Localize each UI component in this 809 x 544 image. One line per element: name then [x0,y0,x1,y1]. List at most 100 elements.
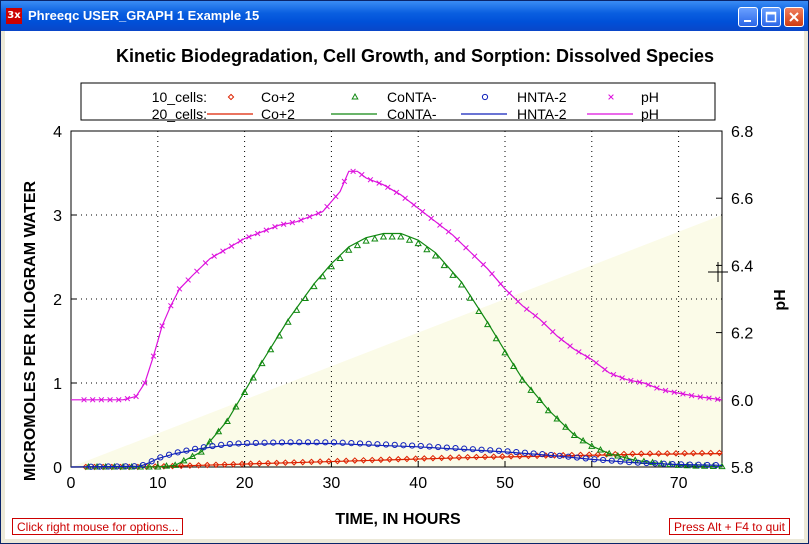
close-button[interactable] [784,7,804,27]
series-marker [336,254,344,261]
series-marker [591,456,598,463]
series-marker [306,213,313,220]
series-marker [690,449,697,457]
series-marker [353,241,362,249]
series-marker [629,450,636,458]
series-marker [464,453,471,461]
series-marker [176,286,183,292]
series-marker [316,458,324,465]
series-marker [142,380,148,386]
series-marker [105,463,112,470]
series-marker [345,246,353,253]
series-marker [466,294,474,301]
series-marker [628,377,634,384]
series-marker [672,450,680,457]
legend-marker [351,92,359,100]
y-tick-label: 2 [53,292,62,309]
x-tick-label: 0 [67,475,76,492]
series-marker [379,232,388,240]
series-marker [637,450,645,458]
series-marker [230,460,237,468]
series-marker [714,396,721,402]
series-marker [551,452,558,459]
series-marker [440,261,448,269]
series-marker [159,323,165,329]
series-marker [266,345,275,353]
series-marker [527,386,535,393]
series-marker [402,195,408,201]
series-marker [388,232,396,240]
series-marker [443,444,450,451]
x-tick-label: 70 [670,475,688,492]
series-marker [180,456,188,464]
app-icon[interactable]: 3x [6,8,22,24]
minimize-button[interactable] [738,7,758,27]
series-marker [246,234,252,240]
series-marker [183,447,190,454]
series-marker [362,237,370,244]
crosshair-cursor-icon [708,262,728,282]
series-marker [678,461,685,468]
series-marker [556,452,563,459]
series-marker [360,456,367,464]
y2-tick-label: 6.8 [731,124,753,141]
series-marker [124,395,131,402]
series-marker [220,248,226,254]
series-marker [518,376,527,383]
series-marker [646,450,654,457]
series-marker [371,235,379,242]
axes: 0 10 20 30 40 50 60 70 0 1 2 3 4 5.8 6.0 6.2 6.4 6.6 6.8 [53,124,753,492]
series-marker [602,366,608,373]
series-marker [419,208,426,215]
series-marker [549,329,556,335]
legend-entry-label: HNTA-2 [517,106,567,122]
x-tick-label: 50 [496,475,514,492]
series-marker [681,449,688,457]
series-marker [645,381,651,388]
series-hnta-2 [70,439,723,470]
series-marker [359,171,365,178]
series-marker [507,452,515,460]
series-marker [212,461,220,469]
series-marker [98,397,105,403]
series-marker [405,236,414,243]
series-marker [481,453,489,461]
series-marker [376,180,382,186]
series-marker [400,442,407,449]
series-marker [499,453,506,460]
series-marker [686,461,693,468]
series-marker [501,348,509,356]
series-marker [211,253,217,259]
series-marker [664,450,671,457]
graph-area[interactable]: 0 10 20 30 40 50 60 70 0 1 2 3 4 5.8 6.0 6.2 6.4 6.6 6.8 K… [5,31,804,539]
series-marker [290,459,298,466]
series-marker [81,397,87,403]
series-marker [327,262,336,270]
series-marker [662,387,669,394]
series-marker [280,221,287,227]
series-marker [617,458,624,465]
series-marker [192,445,199,452]
series-marker [107,397,113,403]
maximize-button[interactable] [761,7,781,27]
series-marker [339,439,346,446]
x-tick-label: 40 [409,475,427,492]
series-marker [680,391,686,397]
y2-tick-label: 5.8 [731,460,753,477]
series-marker [154,462,162,470]
series-marker [478,446,485,453]
series-marker [487,447,494,454]
series-marker [544,406,553,414]
series-marker [585,451,593,459]
close-icon [789,12,799,22]
series-marker [532,313,539,319]
series-marker [282,459,289,466]
title-bar[interactable]: 3x Phreeqc USER_GRAPH 1 Example 15 [1,1,808,31]
series-marker [480,261,487,268]
series-marker [209,442,216,450]
series-marker [437,222,443,228]
series-marker [700,462,709,469]
series-marker [473,453,480,461]
y-tick-label: 4 [53,124,62,141]
series-marker [619,375,625,381]
